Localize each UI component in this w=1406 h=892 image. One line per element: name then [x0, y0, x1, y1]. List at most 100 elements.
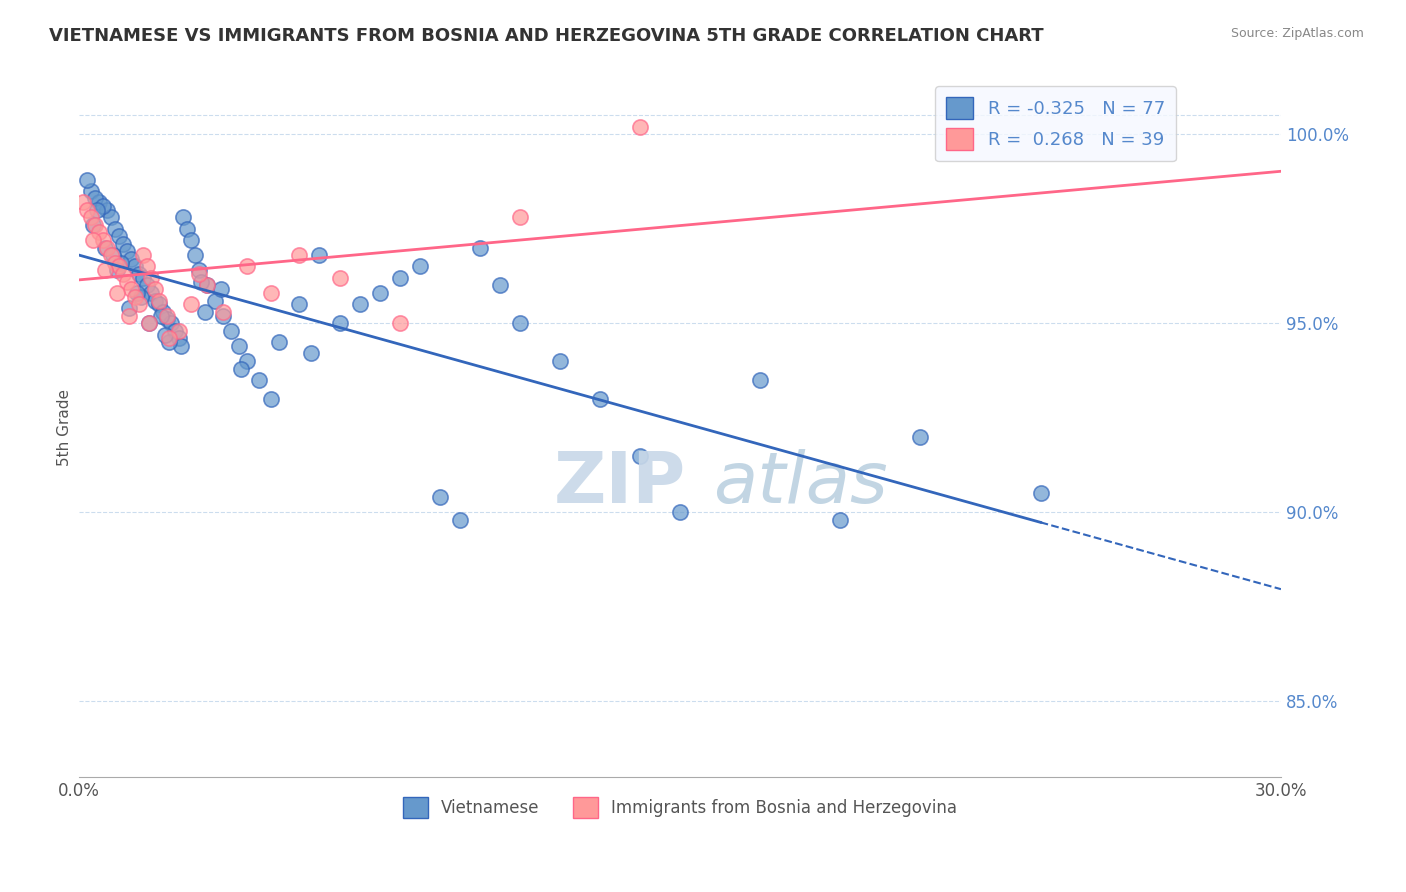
- Point: [91, 199, 114, 213]
- Point: [170, 339, 193, 353]
- Point: [148, 293, 170, 308]
- Point: [160, 316, 183, 330]
- Point: [136, 260, 159, 274]
- Point: [120, 282, 142, 296]
- Point: [128, 297, 150, 311]
- Point: [112, 267, 135, 281]
- Point: [388, 316, 411, 330]
- Point: [108, 229, 131, 244]
- Point: [94, 263, 117, 277]
- Y-axis label: 5th Grade: 5th Grade: [58, 389, 72, 466]
- Point: [89, 195, 111, 210]
- Point: [76, 172, 98, 186]
- Point: [94, 241, 117, 255]
- Point: [408, 260, 430, 274]
- Point: [308, 248, 330, 262]
- Point: [221, 324, 243, 338]
- Point: [328, 270, 350, 285]
- Point: [669, 505, 692, 519]
- Point: [155, 327, 177, 342]
- Point: [143, 282, 166, 296]
- Point: [96, 241, 118, 255]
- Point: [1029, 486, 1052, 500]
- Point: [236, 260, 259, 274]
- Point: [184, 248, 207, 262]
- Point: [388, 270, 411, 285]
- Point: [188, 263, 211, 277]
- Point: [589, 392, 612, 406]
- Point: [127, 285, 149, 300]
- Point: [157, 331, 180, 345]
- Point: [910, 429, 932, 443]
- Point: [118, 309, 141, 323]
- Point: [89, 226, 111, 240]
- Point: [301, 346, 323, 360]
- Point: [101, 248, 124, 262]
- Point: [509, 211, 531, 225]
- Point: [488, 278, 510, 293]
- Point: [141, 285, 163, 300]
- Text: ZIP: ZIP: [554, 449, 686, 517]
- Point: [96, 202, 118, 217]
- Point: [204, 293, 226, 308]
- Point: [288, 248, 311, 262]
- Point: [124, 260, 146, 274]
- Point: [110, 255, 132, 269]
- Point: [156, 309, 179, 323]
- Point: [108, 260, 131, 274]
- Point: [449, 513, 471, 527]
- Point: [82, 233, 104, 247]
- Point: [288, 297, 311, 311]
- Point: [143, 293, 166, 308]
- Point: [468, 241, 491, 255]
- Point: [195, 278, 218, 293]
- Point: [429, 490, 451, 504]
- Point: [176, 221, 198, 235]
- Point: [830, 513, 852, 527]
- Point: [72, 195, 94, 210]
- Point: [138, 316, 160, 330]
- Point: [132, 270, 155, 285]
- Point: [148, 297, 170, 311]
- Point: [509, 316, 531, 330]
- Point: [150, 309, 173, 323]
- Point: [188, 267, 211, 281]
- Point: [628, 449, 651, 463]
- Point: [104, 221, 127, 235]
- Point: [548, 354, 571, 368]
- Point: [172, 211, 194, 225]
- Point: [124, 290, 146, 304]
- Point: [212, 309, 235, 323]
- Point: [190, 275, 212, 289]
- Point: [169, 331, 191, 345]
- Point: [152, 305, 174, 319]
- Point: [105, 263, 128, 277]
- Point: [328, 316, 350, 330]
- Point: [80, 211, 103, 225]
- Point: [228, 339, 250, 353]
- Point: [141, 270, 163, 285]
- Point: [247, 373, 270, 387]
- Point: [100, 248, 122, 262]
- Point: [105, 285, 128, 300]
- Point: [115, 275, 138, 289]
- Point: [349, 297, 371, 311]
- Point: [100, 211, 122, 225]
- Point: [86, 202, 108, 217]
- Point: [112, 236, 135, 251]
- Point: [132, 248, 155, 262]
- Point: [157, 335, 180, 350]
- Point: [169, 324, 191, 338]
- Point: [80, 184, 103, 198]
- Point: [129, 290, 152, 304]
- Point: [104, 255, 127, 269]
- Point: [91, 233, 114, 247]
- Point: [118, 301, 141, 315]
- Point: [628, 120, 651, 134]
- Point: [180, 233, 202, 247]
- Text: VIETNAMESE VS IMMIGRANTS FROM BOSNIA AND HERZEGOVINA 5TH GRADE CORRELATION CHART: VIETNAMESE VS IMMIGRANTS FROM BOSNIA AND…: [49, 27, 1043, 45]
- Text: atlas: atlas: [713, 449, 887, 517]
- Legend: Vietnamese, Immigrants from Bosnia and Herzegovina: Vietnamese, Immigrants from Bosnia and H…: [396, 791, 965, 824]
- Point: [260, 392, 283, 406]
- Point: [84, 191, 107, 205]
